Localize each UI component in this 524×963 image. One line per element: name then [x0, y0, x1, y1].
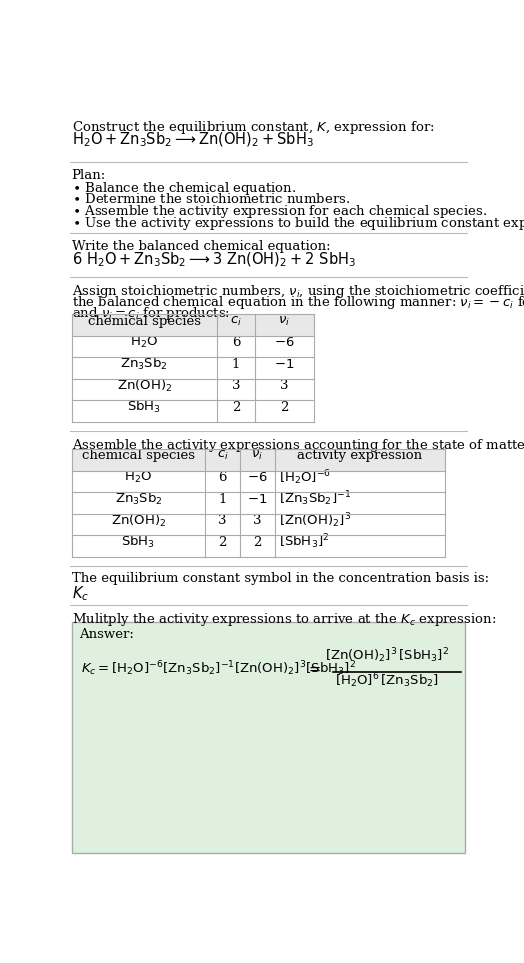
- Text: $[\mathrm{Zn(OH)_2}]^3$: $[\mathrm{Zn(OH)_2}]^3$: [279, 511, 352, 530]
- Text: 3: 3: [253, 514, 261, 527]
- Text: $\nu_i$: $\nu_i$: [278, 315, 290, 327]
- Text: Construct the equilibrium constant, $K$, expression for:: Construct the equilibrium constant, $K$,…: [72, 119, 434, 137]
- Text: $\bullet$ Use the activity expressions to build the equilibrium constant express: $\bullet$ Use the activity expressions t…: [72, 215, 524, 232]
- Text: $\mathrm{H_2O}$: $\mathrm{H_2O}$: [130, 335, 158, 351]
- Text: The equilibrium constant symbol in the concentration basis is:: The equilibrium constant symbol in the c…: [72, 572, 489, 586]
- Text: 3: 3: [232, 379, 240, 392]
- Text: chemical species: chemical species: [82, 450, 195, 462]
- Bar: [72, 314, 313, 336]
- Text: $-1$: $-1$: [274, 358, 294, 371]
- Text: $-1$: $-1$: [247, 492, 267, 506]
- Text: 6: 6: [232, 336, 240, 350]
- Text: $[\mathrm{H_2O}]^{-6}$: $[\mathrm{H_2O}]^{-6}$: [279, 468, 332, 487]
- Text: $=$: $=$: [306, 662, 321, 675]
- Text: $\mathrm{H_2O}$: $\mathrm{H_2O}$: [124, 470, 152, 485]
- Text: Answer:: Answer:: [80, 629, 134, 641]
- Text: $K_c$: $K_c$: [72, 585, 89, 603]
- Text: $\mathrm{Zn_3Sb_2}$: $\mathrm{Zn_3Sb_2}$: [121, 356, 168, 373]
- Text: 1: 1: [232, 358, 240, 371]
- Text: Mulitply the activity expressions to arrive at the $K_c$ expression:: Mulitply the activity expressions to arr…: [72, 611, 496, 628]
- Text: $\bullet$ Balance the chemical equation.: $\bullet$ Balance the chemical equation.: [72, 180, 296, 197]
- Text: Write the balanced chemical equation:: Write the balanced chemical equation:: [72, 240, 330, 252]
- Text: $c_i$: $c_i$: [230, 315, 242, 327]
- Text: $\bullet$ Assemble the activity expression for each chemical species.: $\bullet$ Assemble the activity expressi…: [72, 203, 487, 221]
- Text: $\mathrm{6\ H_2O + Zn_3Sb_2 \longrightarrow 3\ Zn(OH)_2 + 2\ SbH_3}$: $\mathrm{6\ H_2O + Zn_3Sb_2 \longrightar…: [72, 251, 356, 270]
- Text: Assemble the activity expressions accounting for the state of matter and $\nu_i$: Assemble the activity expressions accoun…: [72, 437, 524, 455]
- Text: $\mathrm{SbH_3}$: $\mathrm{SbH_3}$: [127, 400, 161, 415]
- Text: $c_i$: $c_i$: [216, 450, 228, 462]
- Text: activity expression: activity expression: [298, 450, 422, 462]
- Text: $[\mathrm{H_2O}]^6\,[\mathrm{Zn_3Sb_2}]$: $[\mathrm{H_2O}]^6\,[\mathrm{Zn_3Sb_2}]$: [335, 671, 439, 690]
- Text: $-6$: $-6$: [274, 336, 294, 350]
- Text: 6: 6: [218, 471, 227, 484]
- Text: 3: 3: [218, 514, 227, 527]
- Text: $\mathrm{H_2O + Zn_3Sb_2 \longrightarrow Zn(OH)_2 + SbH_3}$: $\mathrm{H_2O + Zn_3Sb_2 \longrightarrow…: [72, 131, 314, 149]
- Text: chemical species: chemical species: [88, 315, 201, 327]
- Text: $[\mathrm{SbH_3}]^2$: $[\mathrm{SbH_3}]^2$: [279, 533, 330, 552]
- Text: $\nu_i$: $\nu_i$: [252, 450, 263, 462]
- Bar: [72, 449, 445, 471]
- Text: 3: 3: [280, 379, 289, 392]
- Text: and $\nu_i = c_i$ for products:: and $\nu_i = c_i$ for products:: [72, 305, 230, 322]
- Text: $\bullet$ Determine the stoichiometric numbers.: $\bullet$ Determine the stoichiometric n…: [72, 192, 350, 206]
- Text: 2: 2: [253, 535, 261, 549]
- Text: $[\mathrm{Zn(OH)_2}]^3\,[\mathrm{SbH_3}]^2$: $[\mathrm{Zn(OH)_2}]^3\,[\mathrm{SbH_3}]…: [325, 647, 449, 665]
- Text: $[\mathrm{Zn_3Sb_2}]^{-1}$: $[\mathrm{Zn_3Sb_2}]^{-1}$: [279, 489, 352, 508]
- Text: $\mathrm{Zn(OH)_2}$: $\mathrm{Zn(OH)_2}$: [111, 512, 166, 529]
- FancyBboxPatch shape: [72, 622, 465, 853]
- Text: 2: 2: [280, 401, 289, 414]
- Text: Plan:: Plan:: [72, 169, 106, 182]
- Text: 2: 2: [219, 535, 226, 549]
- Text: $\mathrm{Zn_3Sb_2}$: $\mathrm{Zn_3Sb_2}$: [115, 491, 162, 508]
- Text: $\mathrm{Zn(OH)_2}$: $\mathrm{Zn(OH)_2}$: [116, 377, 172, 394]
- Text: 1: 1: [219, 492, 226, 506]
- Text: $K_c = [\mathrm{H_2O}]^{-6} [\mathrm{Zn_3Sb_2}]^{-1} [\mathrm{Zn(OH)_2}]^3 [\mat: $K_c = [\mathrm{H_2O}]^{-6} [\mathrm{Zn_…: [81, 659, 356, 678]
- Text: $\mathrm{SbH_3}$: $\mathrm{SbH_3}$: [122, 534, 156, 550]
- Text: 2: 2: [232, 401, 240, 414]
- Text: $-6$: $-6$: [247, 471, 268, 484]
- Text: the balanced chemical equation in the following manner: $\nu_i = -c_i$ for react: the balanced chemical equation in the fo…: [72, 295, 524, 311]
- Text: Assign stoichiometric numbers, $\nu_i$, using the stoichiometric coefficients, $: Assign stoichiometric numbers, $\nu_i$, …: [72, 283, 524, 300]
